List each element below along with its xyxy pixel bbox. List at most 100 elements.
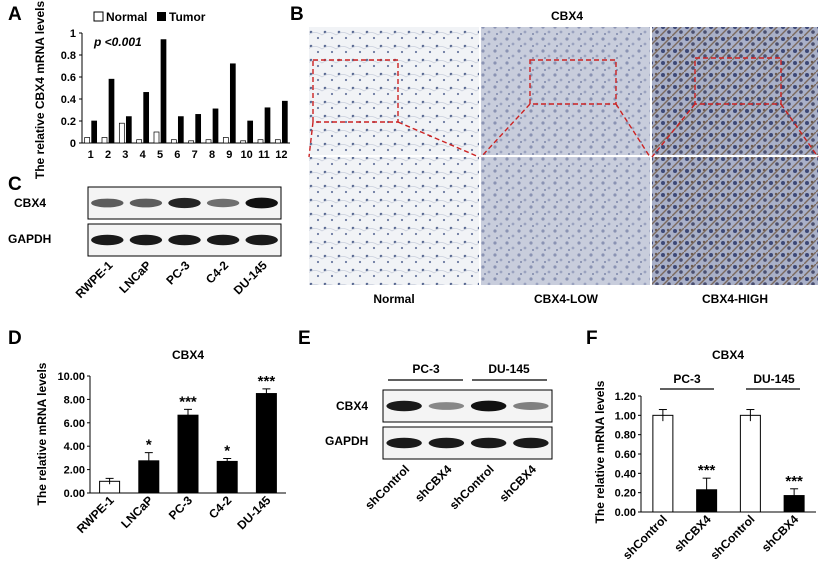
panel-a-x-tick-label: 3 bbox=[122, 149, 128, 161]
panel-e-group-pc3: PC-3 bbox=[412, 362, 440, 376]
panel-f-y-tick-label: 0.00 bbox=[615, 507, 636, 519]
panel-f-significance: *** bbox=[785, 473, 803, 490]
panel-a-bar-tumor bbox=[281, 100, 288, 144]
blot-band bbox=[206, 234, 240, 246]
panel-a-bar-tumor bbox=[177, 116, 184, 144]
panel-d: D CBX4 The relative mRNA levels 0.00 2.00… bbox=[8, 328, 286, 536]
ihc-normal-low-mag bbox=[309, 27, 479, 155]
panel-c-letter: C bbox=[8, 174, 22, 195]
panel-a-bar-normal bbox=[118, 122, 125, 144]
panel-a-bar-normal bbox=[101, 137, 108, 144]
blot-band bbox=[129, 234, 163, 246]
ihc-label-high: CBX4-HIGH bbox=[702, 292, 768, 306]
panel-f-y-tick-label: 1.00 bbox=[615, 410, 636, 422]
panel-a-y-tick-label: 0.4 bbox=[61, 94, 77, 106]
panel-a-x-tick-label: 1 bbox=[88, 149, 94, 161]
panel-a-bar-tumor bbox=[143, 92, 150, 144]
panel-d-bar bbox=[255, 393, 277, 494]
blot-band bbox=[129, 198, 163, 208]
panel-a-bar-normal bbox=[136, 139, 143, 144]
panel-a-x-tick-label: 8 bbox=[209, 149, 215, 161]
panel-f-significance: *** bbox=[698, 462, 716, 479]
blot-band bbox=[428, 437, 465, 449]
panel-f-y-tick-label: 0.80 bbox=[615, 430, 636, 442]
panel-a-x-tick-label: 9 bbox=[226, 149, 232, 161]
blot-lane-label: C4-2 bbox=[203, 258, 232, 287]
panel-f-y-tick-label: 1.20 bbox=[615, 391, 636, 403]
blot-e-bands bbox=[386, 400, 549, 449]
panel-e-letter: E bbox=[298, 328, 311, 349]
panel-f-chart: 0.00 0.20 0.40 0.60 0.80 1.00 1.20 shControl ***… bbox=[615, 391, 816, 562]
panel-f-x-tick-label: shControl bbox=[708, 512, 758, 562]
panel-f-x-tick-label: shCBX4 bbox=[759, 512, 802, 555]
blot-band bbox=[206, 198, 240, 208]
legend-tumor-label: Tumor bbox=[169, 10, 206, 24]
panel-e-group-du145: DU-145 bbox=[488, 362, 530, 376]
legend-tumor-swatch bbox=[157, 12, 166, 21]
panel-b: B CBX4 Normal CBX4-LOW CBX4-HIGH bbox=[290, 4, 819, 306]
ihc-high-low-mag bbox=[652, 27, 818, 155]
blot-lane-label: DU-145 bbox=[231, 258, 270, 297]
blot-band bbox=[245, 234, 278, 246]
panel-d-ylabel: The relative mRNA levels bbox=[35, 362, 49, 505]
panel-a-bar-normal bbox=[84, 137, 91, 144]
panel-e-row-cbx4: CBX4 bbox=[336, 399, 368, 413]
panel-c-row-gapdh: GAPDH bbox=[8, 232, 51, 246]
panel-d-bar bbox=[177, 414, 199, 494]
panel-d-title: CBX4 bbox=[172, 348, 204, 362]
blot-band bbox=[386, 437, 422, 449]
panel-a-chart: 00.20.40.60.811 2 3 4 5 6 7 8 9 10 11 12 bbox=[61, 28, 290, 161]
panel-a-x-tick-label: 5 bbox=[157, 149, 163, 161]
panel-a-x-tick-label: 7 bbox=[192, 149, 198, 161]
blot-c-lane-labels: RWPE-1 LNCaP PC-3 C4-2 DU-145 bbox=[73, 258, 270, 301]
panel-f-letter: F bbox=[586, 328, 598, 349]
panel-a-x-tick-label: 12 bbox=[275, 149, 287, 161]
panel-a-x-tick-label: 2 bbox=[105, 149, 111, 161]
blot-lane-label: shControl bbox=[447, 462, 497, 512]
panel-a-bar-normal bbox=[274, 139, 281, 144]
panel-a-bar-tumor bbox=[91, 120, 98, 144]
panel-d-y-tick-label: 2.00 bbox=[64, 465, 85, 477]
panel-c: C CBX4 GAPDH RWPE-1 LNCaP PC-3 C4-2 DU-145 bbox=[8, 174, 282, 301]
panel-a-bar-normal bbox=[188, 140, 195, 144]
panel-d-significance: *** bbox=[179, 393, 197, 410]
panel-f: F CBX4 PC-3 DU-145 The relative mRNA lev… bbox=[586, 328, 816, 562]
panel-d-x-tick-label: PC-3 bbox=[166, 493, 195, 522]
panel-a-y-tick-label: 0.6 bbox=[61, 72, 76, 84]
blot-band bbox=[245, 197, 278, 209]
blot-band bbox=[91, 234, 124, 246]
blot-band bbox=[91, 198, 124, 208]
panel-a-bar-normal bbox=[153, 131, 160, 144]
panel-f-group-pc3: PC-3 bbox=[673, 372, 701, 386]
panel-d-x-tick-label: C4-2 bbox=[206, 493, 235, 522]
panel-a-legend: Normal Tumor bbox=[93, 10, 206, 24]
blot-lane-label: RWPE-1 bbox=[73, 258, 116, 301]
panel-a-y-tick-label: 0 bbox=[70, 138, 76, 150]
legend-normal-swatch bbox=[93, 11, 104, 22]
panel-a-letter: A bbox=[8, 4, 22, 25]
blot-lane-label: shCBX4 bbox=[497, 462, 540, 505]
blot-band bbox=[428, 402, 465, 410]
blot-c-bands bbox=[91, 197, 278, 246]
panel-d-bar bbox=[216, 460, 238, 494]
panel-f-y-tick-label: 0.40 bbox=[615, 468, 636, 480]
panel-f-y-tick-label: 0.20 bbox=[615, 488, 636, 500]
panel-f-x-tick-label: shCBX4 bbox=[671, 512, 714, 555]
blot-band bbox=[168, 197, 201, 209]
panel-f-title: CBX4 bbox=[712, 348, 744, 362]
ihc-high-high-mag bbox=[652, 157, 818, 285]
panel-d-y-tick-label: 6.00 bbox=[64, 418, 85, 430]
panel-a-bar-normal bbox=[240, 140, 247, 144]
panel-a: A Normal Tumor The relative CBX4 mRNA le… bbox=[8, 1, 290, 179]
panel-d-significance: *** bbox=[258, 373, 276, 390]
panel-d-y-tick-label: 4.00 bbox=[64, 441, 85, 453]
ihc-low-low-mag bbox=[481, 27, 650, 155]
panel-a-x-tick-label: 6 bbox=[174, 149, 180, 161]
ihc-low-high-mag bbox=[481, 157, 650, 285]
panel-a-bar-tumor bbox=[212, 108, 219, 144]
panel-d-y-tick-label: 10.00 bbox=[57, 371, 85, 383]
panel-f-bar bbox=[739, 414, 761, 513]
panel-d-y-tick-label: 0.00 bbox=[64, 488, 85, 500]
